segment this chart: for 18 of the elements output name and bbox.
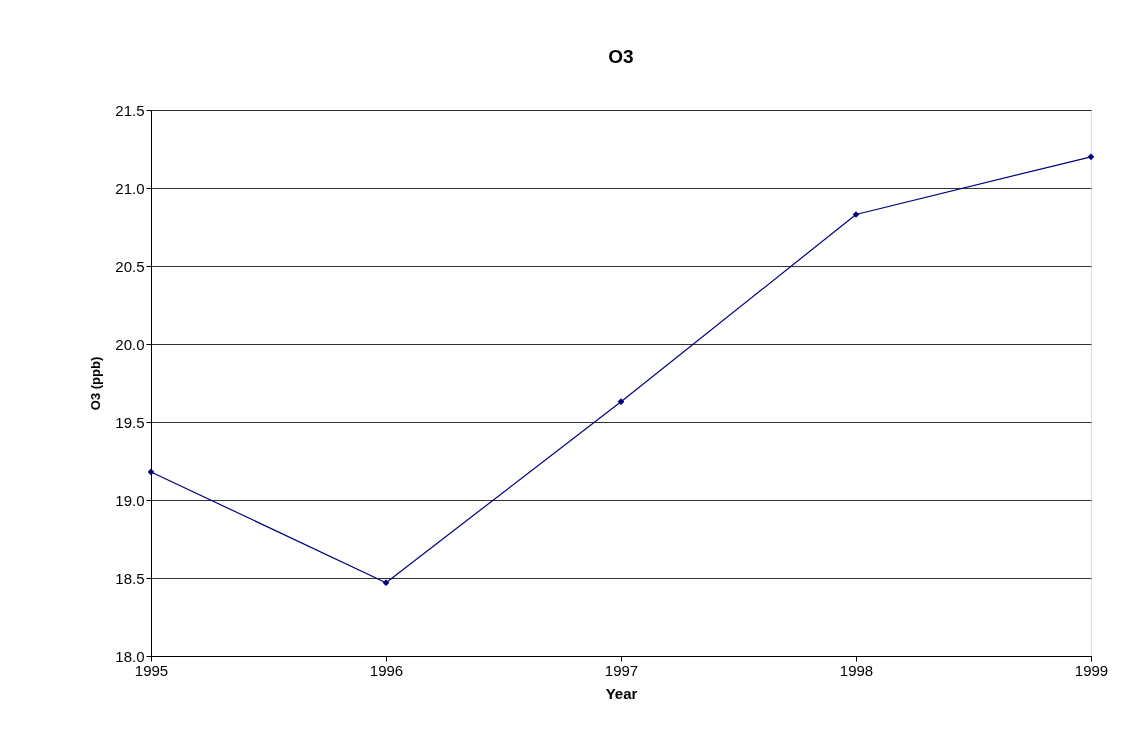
point: [617, 398, 625, 406]
y-axis-title: O3 (ppb): [88, 356, 104, 411]
x-tick-label: 1996: [369, 661, 404, 679]
chart-title: O3: [608, 46, 634, 67]
point: [382, 579, 390, 587]
x-tick-label: 1997: [604, 661, 639, 679]
y-tick-label: 21.5: [115, 101, 145, 119]
point: [1087, 153, 1095, 161]
x-axis-title: Year: [605, 684, 638, 702]
y-tick-label: 19.5: [115, 413, 145, 431]
y-tick-label: 21.0: [115, 179, 145, 197]
x-tick-label: 1999: [1074, 661, 1109, 679]
y-tick-label: 19.0: [115, 491, 145, 509]
point: [147, 468, 155, 476]
y-tick-label: 18.5: [115, 569, 145, 587]
y-tick-label: 20.0: [115, 335, 145, 353]
x-tick-label: 1998: [839, 661, 874, 679]
y-tick-label: 20.5: [115, 257, 145, 275]
